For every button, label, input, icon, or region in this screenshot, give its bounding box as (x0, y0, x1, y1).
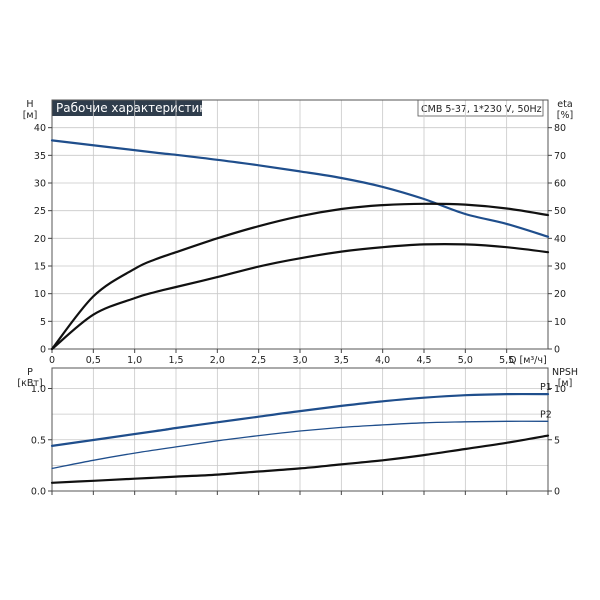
head-efficiency-plot: 0 5 10 15 20 25 30 35 40 0 10 20 30 40 50 60 70 80 H[м] eta… (23, 99, 574, 366)
y-right-tick-label: 50 (554, 206, 566, 217)
chart-title: Рабочие характеристики (56, 101, 214, 115)
y-right-tick-label: 10 (554, 317, 566, 328)
x-tick-label: 1,5 (168, 355, 183, 366)
x-tick-label: 0,5 (86, 355, 101, 366)
y-left-tick-label: 40 (34, 123, 46, 134)
y-left-tick-label: 5 (40, 317, 46, 328)
series-line-npsh (50, 434, 550, 484)
x-tick-label: 5,5 (499, 355, 514, 366)
x-tick-label: 2,5 (251, 355, 266, 366)
y-right-tick-label: 40 (554, 234, 566, 245)
x-tick-label: 5,0 (458, 355, 473, 366)
y-left-tick-label: 0 (40, 345, 46, 356)
x-tick-label: 2,0 (210, 355, 225, 366)
series-line-eta (50, 202, 550, 351)
y-right-tick-label: 60 (554, 179, 566, 190)
x-tick-label: 3,0 (292, 355, 307, 366)
x-tick-label: 4,5 (416, 355, 431, 366)
pump-label: CMB 5-37, 1*230 V, 50Hz (421, 104, 542, 115)
y-left-tick-label: 35 (34, 151, 46, 162)
y-right-axis-label: eta (557, 99, 572, 110)
y-left-tick-label: 0.5 (31, 435, 46, 446)
y-left-tick-label: 10 (34, 289, 46, 300)
y-right-tick-label: 30 (554, 262, 566, 273)
x-axis-label: Q [м³/ч] (509, 355, 547, 366)
series-line-eta2 (50, 243, 550, 351)
y-left-axis-unit: [кВт] (17, 378, 42, 389)
y-right-tick-label: 0 (554, 487, 560, 498)
series-label-p1: P1 (540, 382, 552, 393)
y-left-tick-label: 25 (34, 206, 46, 217)
x-tick-label: 1,0 (127, 355, 142, 366)
y-right-axis-label: NPSH (552, 367, 578, 378)
title-background (52, 100, 202, 116)
y-right-tick-label: 80 (554, 123, 566, 134)
y-left-axis-unit: [м] (23, 110, 38, 121)
power-npsh-plot: 0.0 0.5 1.0 0 5 10 P[кВт] NPSH[м] P1 P2 (17, 367, 578, 498)
y-left-tick-label: 15 (34, 262, 46, 273)
y-left-axis-label: P (27, 367, 33, 378)
x-tick-label: 4,0 (375, 355, 390, 366)
y-left-axis-label: H (26, 99, 33, 110)
y-left-tick-label: 1.0 (31, 384, 46, 395)
y-right-axis-unit: [%] (557, 110, 573, 121)
y-right-axis-unit: [м] (558, 378, 573, 389)
y-right-tick-label: 10 (554, 384, 566, 395)
y-right-tick-label: 70 (554, 151, 566, 162)
y-right-tick-label: 0 (554, 345, 560, 356)
x-tick-label: 3,5 (334, 355, 349, 366)
y-left-tick-label: 0.0 (31, 487, 46, 498)
y-right-tick-label: 20 (554, 289, 566, 300)
series-line-h (50, 139, 550, 238)
y-left-tick-label: 20 (34, 234, 46, 245)
y-right-tick-label: 5 (554, 435, 560, 446)
series-line-p1 (50, 392, 550, 447)
series-line-p2 (51, 420, 549, 470)
y-left-tick-label: 30 (34, 179, 46, 190)
series-label-p2: P2 (540, 409, 552, 420)
x-tick-label: 0 (49, 355, 55, 366)
